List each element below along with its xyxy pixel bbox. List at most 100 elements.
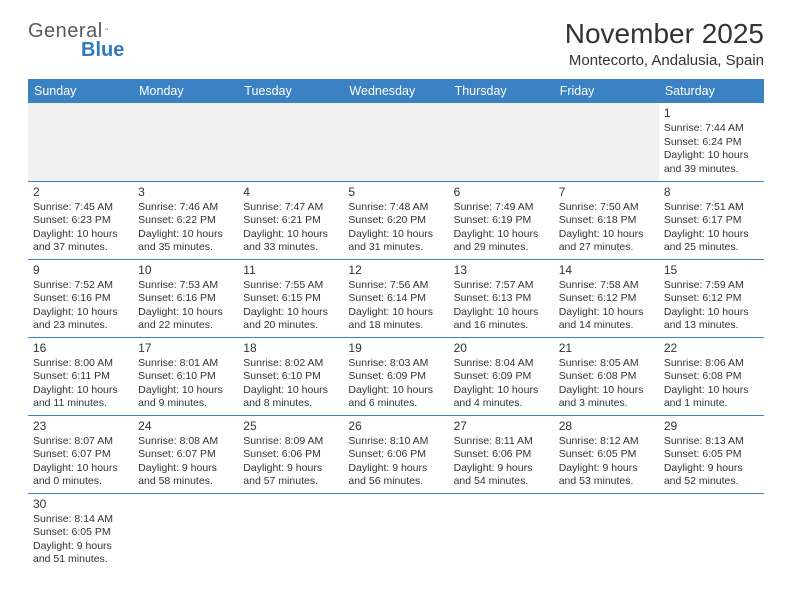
daylight-line: Daylight: 10 hours and 20 minutes.	[243, 306, 338, 333]
day-number: 29	[664, 419, 759, 434]
sunrise-line: Sunrise: 8:13 AM	[664, 435, 759, 448]
day-number: 6	[454, 185, 549, 200]
day-number: 30	[33, 497, 128, 512]
daylight-line: Daylight: 9 hours and 57 minutes.	[243, 462, 338, 489]
day-number: 12	[348, 263, 443, 278]
day-cell: 12Sunrise: 7:56 AMSunset: 6:14 PMDayligh…	[343, 259, 448, 337]
day-number: 13	[454, 263, 549, 278]
sunrise-line: Sunrise: 8:09 AM	[243, 435, 338, 448]
day-cell	[659, 493, 764, 571]
sunset-line: Sunset: 6:09 PM	[348, 370, 443, 383]
sunset-line: Sunset: 6:15 PM	[243, 292, 338, 305]
day-cell: 1Sunrise: 7:44 AMSunset: 6:24 PMDaylight…	[659, 103, 764, 181]
day-header: Monday	[133, 79, 238, 103]
sunset-line: Sunset: 6:10 PM	[138, 370, 233, 383]
day-number: 1	[664, 106, 759, 121]
day-cell	[238, 493, 343, 571]
day-cell: 28Sunrise: 8:12 AMSunset: 6:05 PMDayligh…	[554, 415, 659, 493]
sunset-line: Sunset: 6:13 PM	[454, 292, 549, 305]
sunrise-line: Sunrise: 7:58 AM	[559, 279, 654, 292]
day-number: 24	[138, 419, 233, 434]
daylight-line: Daylight: 10 hours and 39 minutes.	[664, 149, 759, 176]
sunset-line: Sunset: 6:05 PM	[559, 448, 654, 461]
day-number: 23	[33, 419, 128, 434]
sunset-line: Sunset: 6:22 PM	[138, 214, 233, 227]
sunset-line: Sunset: 6:16 PM	[138, 292, 233, 305]
day-number: 17	[138, 341, 233, 356]
sunset-line: Sunset: 6:06 PM	[243, 448, 338, 461]
daylight-line: Daylight: 9 hours and 51 minutes.	[33, 540, 128, 567]
sunrise-line: Sunrise: 8:08 AM	[138, 435, 233, 448]
daylight-line: Daylight: 10 hours and 1 minute.	[664, 384, 759, 411]
day-header: Friday	[554, 79, 659, 103]
day-number: 25	[243, 419, 338, 434]
sunrise-line: Sunrise: 7:57 AM	[454, 279, 549, 292]
day-number: 8	[664, 185, 759, 200]
day-header: Wednesday	[343, 79, 448, 103]
sunset-line: Sunset: 6:23 PM	[33, 214, 128, 227]
location: Montecorto, Andalusia, Spain	[565, 52, 764, 69]
day-cell: 27Sunrise: 8:11 AMSunset: 6:06 PMDayligh…	[449, 415, 554, 493]
day-number: 7	[559, 185, 654, 200]
sunset-line: Sunset: 6:06 PM	[348, 448, 443, 461]
day-cell	[449, 493, 554, 571]
day-cell: 17Sunrise: 8:01 AMSunset: 6:10 PMDayligh…	[133, 337, 238, 415]
day-number: 4	[243, 185, 338, 200]
daylight-line: Daylight: 9 hours and 53 minutes.	[559, 462, 654, 489]
day-number: 18	[243, 341, 338, 356]
sunrise-line: Sunrise: 7:50 AM	[559, 201, 654, 214]
sunrise-line: Sunrise: 7:52 AM	[33, 279, 128, 292]
calendar-table: SundayMondayTuesdayWednesdayThursdayFrid…	[28, 79, 764, 571]
daylight-line: Daylight: 10 hours and 16 minutes.	[454, 306, 549, 333]
day-cell: 3Sunrise: 7:46 AMSunset: 6:22 PMDaylight…	[133, 181, 238, 259]
day-cell: 6Sunrise: 7:49 AMSunset: 6:19 PMDaylight…	[449, 181, 554, 259]
day-number: 20	[454, 341, 549, 356]
sunset-line: Sunset: 6:08 PM	[664, 370, 759, 383]
sunset-line: Sunset: 6:24 PM	[664, 136, 759, 149]
daylight-line: Daylight: 10 hours and 3 minutes.	[559, 384, 654, 411]
day-number: 16	[33, 341, 128, 356]
daylight-line: Daylight: 10 hours and 8 minutes.	[243, 384, 338, 411]
day-cell: 14Sunrise: 7:58 AMSunset: 6:12 PMDayligh…	[554, 259, 659, 337]
sunset-line: Sunset: 6:07 PM	[138, 448, 233, 461]
daylight-line: Daylight: 9 hours and 52 minutes.	[664, 462, 759, 489]
sunrise-line: Sunrise: 7:45 AM	[33, 201, 128, 214]
sunset-line: Sunset: 6:09 PM	[454, 370, 549, 383]
sunrise-line: Sunrise: 7:53 AM	[138, 279, 233, 292]
day-number: 28	[559, 419, 654, 434]
sunset-line: Sunset: 6:05 PM	[664, 448, 759, 461]
daylight-line: Daylight: 10 hours and 35 minutes.	[138, 228, 233, 255]
day-cell: 22Sunrise: 8:06 AMSunset: 6:08 PMDayligh…	[659, 337, 764, 415]
day-header: Saturday	[659, 79, 764, 103]
day-number: 3	[138, 185, 233, 200]
sunrise-line: Sunrise: 8:00 AM	[33, 357, 128, 370]
day-cell	[28, 103, 133, 181]
daylight-line: Daylight: 9 hours and 56 minutes.	[348, 462, 443, 489]
day-number: 11	[243, 263, 338, 278]
sunset-line: Sunset: 6:07 PM	[33, 448, 128, 461]
daylight-line: Daylight: 10 hours and 6 minutes.	[348, 384, 443, 411]
day-number: 21	[559, 341, 654, 356]
week-row: 2Sunrise: 7:45 AMSunset: 6:23 PMDaylight…	[28, 181, 764, 259]
day-cell: 13Sunrise: 7:57 AMSunset: 6:13 PMDayligh…	[449, 259, 554, 337]
sunrise-line: Sunrise: 8:03 AM	[348, 357, 443, 370]
day-cell	[133, 493, 238, 571]
sunrise-line: Sunrise: 8:01 AM	[138, 357, 233, 370]
day-cell: 15Sunrise: 7:59 AMSunset: 6:12 PMDayligh…	[659, 259, 764, 337]
day-cell: 5Sunrise: 7:48 AMSunset: 6:20 PMDaylight…	[343, 181, 448, 259]
day-cell: 18Sunrise: 8:02 AMSunset: 6:10 PMDayligh…	[238, 337, 343, 415]
week-row: 16Sunrise: 8:00 AMSunset: 6:11 PMDayligh…	[28, 337, 764, 415]
day-header: Tuesday	[238, 79, 343, 103]
logo-word2: Blue	[81, 39, 124, 62]
day-cell: 16Sunrise: 8:00 AMSunset: 6:11 PMDayligh…	[28, 337, 133, 415]
day-cell: 20Sunrise: 8:04 AMSunset: 6:09 PMDayligh…	[449, 337, 554, 415]
sunrise-line: Sunrise: 8:07 AM	[33, 435, 128, 448]
daylight-line: Daylight: 10 hours and 33 minutes.	[243, 228, 338, 255]
sunrise-line: Sunrise: 8:14 AM	[33, 513, 128, 526]
day-number: 26	[348, 419, 443, 434]
sunrise-line: Sunrise: 7:51 AM	[664, 201, 759, 214]
sunset-line: Sunset: 6:12 PM	[559, 292, 654, 305]
day-cell: 4Sunrise: 7:47 AMSunset: 6:21 PMDaylight…	[238, 181, 343, 259]
page-title: November 2025	[565, 18, 764, 50]
week-row: 23Sunrise: 8:07 AMSunset: 6:07 PMDayligh…	[28, 415, 764, 493]
